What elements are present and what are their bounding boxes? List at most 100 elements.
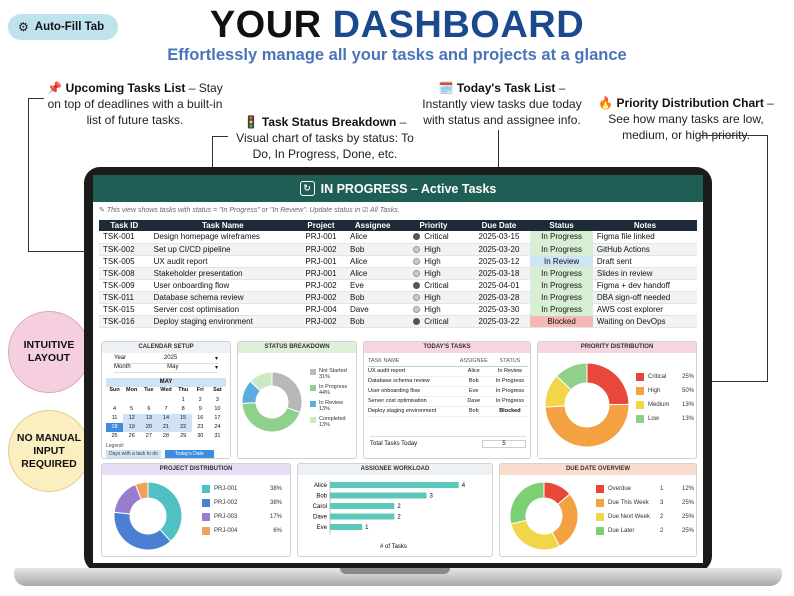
- today-cell: User onboarding flow: [368, 386, 456, 397]
- calendar-day[interactable]: 18: [106, 423, 124, 432]
- calendar-day[interactable]: 16: [197, 415, 204, 421]
- calendar-day[interactable]: 2: [198, 397, 202, 403]
- legend-pct: 6%: [273, 528, 282, 534]
- calendar-day[interactable]: 10: [214, 406, 221, 412]
- priority-dot-icon: [413, 317, 421, 325]
- table-row[interactable]: TSK-001 Design homepage wireframes PRJ-001…: [99, 231, 697, 244]
- column-header[interactable]: Status: [530, 220, 593, 231]
- calendar-day[interactable]: 13: [140, 414, 158, 423]
- calendar-day[interactable]: 26: [128, 433, 135, 439]
- today-cell: In Progress: [491, 386, 528, 397]
- table-row[interactable]: TSK-015 Server cost optimisation PRJ-004 Da…: [99, 303, 697, 316]
- calendar-day[interactable]: 8: [181, 406, 185, 412]
- today-row[interactable]: User onboarding flow Eve In Progress: [368, 386, 528, 397]
- legend-item: Due This Week 3 25%: [596, 496, 694, 510]
- calendar-day[interactable]: [157, 396, 174, 405]
- today-row[interactable]: Server cost optimisation Dave In Progress: [368, 396, 528, 407]
- table-row[interactable]: TSK-008 Stakeholder presentation PRJ-001 Al…: [99, 267, 697, 280]
- calendar-day[interactable]: 21: [157, 423, 175, 432]
- today-cell: Deploy staging environment: [368, 406, 456, 417]
- cell-assignee: Alice: [346, 255, 400, 268]
- calendar-day[interactable]: 19: [123, 423, 141, 432]
- cell-assignee: Alice: [346, 267, 400, 280]
- cell-status: Blocked: [530, 315, 593, 328]
- calendar-day[interactable]: 22: [174, 423, 192, 432]
- column-header[interactable]: Project: [295, 220, 347, 231]
- calendar-day[interactable]: [106, 396, 123, 405]
- cell-status: In Progress: [530, 303, 593, 316]
- month-select[interactable]: Month May ▾: [114, 364, 218, 373]
- calendar-day[interactable]: 17: [214, 415, 221, 421]
- table-row[interactable]: TSK-016 Deploy staging environment PRJ-002…: [99, 315, 697, 328]
- legend-task-days: Days with a task to do: [106, 450, 161, 458]
- calendar-day[interactable]: 27: [145, 433, 152, 439]
- legend-swatch: [310, 401, 316, 407]
- cell-project: PRJ-002: [295, 279, 347, 292]
- column-header[interactable]: Task ID: [99, 220, 150, 231]
- legend-swatch: [202, 485, 210, 493]
- column-header[interactable]: Priority: [399, 220, 468, 231]
- cell-status: In Review: [530, 255, 593, 268]
- auto-fill-tab-badge[interactable]: ⚙ Auto-Fill Tab: [8, 14, 118, 40]
- column-header[interactable]: Assignee: [346, 220, 400, 231]
- calendar-day[interactable]: 25: [111, 433, 118, 439]
- legend-swatch: [596, 513, 604, 521]
- calendar-day[interactable]: 11: [111, 415, 118, 421]
- calendar-day[interactable]: 29: [180, 433, 187, 439]
- laptop-base: [14, 568, 782, 586]
- year-select[interactable]: Year 2025 ▾: [114, 355, 218, 364]
- table-row[interactable]: TSK-005 UX audit report PRJ-001 Alice High 20…: [99, 255, 697, 268]
- calendar-day[interactable]: 23: [197, 424, 204, 430]
- calendar-day[interactable]: 15: [174, 414, 192, 423]
- connector-upcoming-end: [28, 251, 98, 252]
- legend-item: Low 13%: [636, 412, 694, 426]
- bar-category-label: Eve: [317, 525, 328, 531]
- calendar-day[interactable]: 7: [164, 406, 168, 412]
- cell-id: TSK-015: [99, 303, 150, 316]
- column-header[interactable]: Due Date: [467, 220, 531, 231]
- today-row[interactable]: UX audit report Alice In Review: [368, 366, 528, 377]
- calendar-day[interactable]: 9: [198, 406, 202, 412]
- cell-due: 2025-03-22: [467, 315, 531, 328]
- today-row[interactable]: Database schema review Bob In Progress: [368, 376, 528, 387]
- cell-due: 2025-03-18: [467, 267, 531, 280]
- today-cell: Database schema review: [368, 376, 456, 387]
- calendar-month-name: MAY: [106, 378, 226, 387]
- legend-item: Medium 13%: [636, 398, 694, 412]
- cell-due: 2025-04-01: [467, 279, 531, 292]
- column-header[interactable]: Notes: [592, 220, 697, 231]
- calendar-day[interactable]: 14: [157, 414, 175, 423]
- cell-project: PRJ-001: [295, 255, 347, 268]
- calendar-day[interactable]: [123, 396, 140, 405]
- calendar-day[interactable]: 5: [130, 406, 134, 412]
- callout-priority-text: – See how many tasks are low, medium, or…: [608, 96, 774, 142]
- table-row[interactable]: TSK-002 Set up CI/CD pipeline PRJ-002 Bob Hi…: [99, 243, 697, 256]
- cell-name: Design homepage wireframes: [149, 231, 296, 244]
- donut-slice-critical: [586, 362, 630, 406]
- legend-item: PRJ-002 38%: [202, 496, 282, 510]
- priority-label: High: [424, 292, 441, 302]
- calendar-day[interactable]: 30: [197, 433, 204, 439]
- donut-slice-due-later: [509, 481, 545, 525]
- calendar-day[interactable]: 20: [140, 423, 158, 432]
- calendar-day[interactable]: 3: [215, 397, 219, 403]
- table-row[interactable]: TSK-011 Database schema review PRJ-002 Bob H…: [99, 291, 697, 304]
- bar-eve: [330, 524, 363, 530]
- calendar-day[interactable]: 24: [214, 424, 221, 430]
- legend-item: Not Started 31%: [310, 368, 356, 380]
- calendar-day[interactable]: 28: [162, 433, 170, 439]
- calendar-day[interactable]: 31: [214, 433, 221, 439]
- legend-count: 2: [659, 528, 664, 534]
- legend-label: In Progress: [319, 384, 348, 390]
- today-row[interactable]: Deploy staging environment Bob Blocked: [368, 406, 528, 417]
- calendar-day[interactable]: [140, 396, 157, 405]
- table-row[interactable]: TSK-009 User onboarding flow PRJ-002 Eve Cri…: [99, 279, 697, 292]
- calendar-day[interactable]: 12: [123, 414, 141, 423]
- calendar-day[interactable]: 4: [113, 406, 117, 412]
- legend-pct: 13%: [319, 422, 331, 428]
- cell-due: 2025-03-20: [467, 243, 531, 256]
- calendar-day[interactable]: 6: [147, 406, 151, 412]
- calendar-day[interactable]: 1: [181, 397, 185, 403]
- column-header[interactable]: Task Name: [149, 220, 296, 231]
- weekday-label: Mon: [126, 387, 138, 393]
